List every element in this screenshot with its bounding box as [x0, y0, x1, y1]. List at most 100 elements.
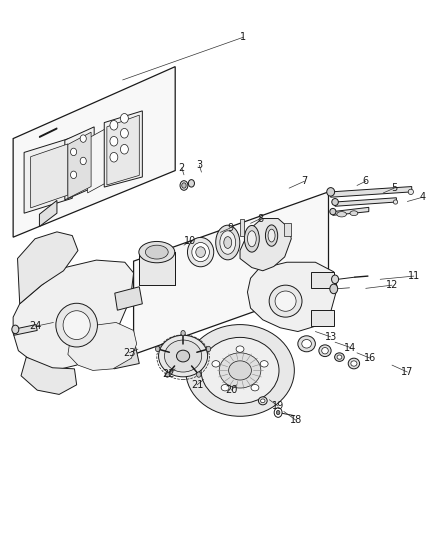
Ellipse shape [220, 231, 236, 254]
Ellipse shape [348, 358, 360, 369]
Text: 24: 24 [30, 321, 42, 331]
Circle shape [110, 120, 118, 130]
Polygon shape [331, 187, 412, 197]
Ellipse shape [269, 285, 302, 317]
Circle shape [80, 135, 86, 142]
Text: 12: 12 [386, 280, 398, 290]
Text: 3: 3 [196, 160, 202, 170]
Circle shape [182, 183, 186, 188]
Ellipse shape [212, 361, 220, 367]
Circle shape [274, 408, 282, 417]
Ellipse shape [177, 350, 190, 362]
Text: 6: 6 [363, 176, 369, 186]
Circle shape [165, 372, 170, 377]
Ellipse shape [145, 245, 168, 259]
Polygon shape [134, 192, 328, 354]
Polygon shape [240, 219, 244, 236]
Circle shape [71, 171, 77, 179]
Ellipse shape [327, 188, 335, 196]
Circle shape [188, 180, 194, 187]
Polygon shape [18, 232, 78, 304]
Ellipse shape [216, 225, 240, 260]
Ellipse shape [229, 361, 251, 380]
Ellipse shape [236, 346, 244, 352]
Text: 21: 21 [191, 380, 203, 390]
Circle shape [155, 346, 160, 352]
Ellipse shape [196, 247, 205, 257]
Ellipse shape [408, 189, 413, 195]
Ellipse shape [393, 200, 398, 204]
Text: 13: 13 [325, 332, 337, 342]
Ellipse shape [164, 340, 201, 372]
Polygon shape [139, 252, 175, 285]
Polygon shape [112, 348, 139, 369]
Polygon shape [107, 115, 139, 185]
Polygon shape [31, 144, 68, 208]
Polygon shape [13, 67, 175, 237]
Ellipse shape [337, 212, 346, 217]
Text: 4: 4 [420, 192, 426, 202]
Ellipse shape [201, 337, 279, 403]
Circle shape [71, 148, 77, 156]
Ellipse shape [187, 237, 214, 266]
Circle shape [120, 128, 128, 138]
Polygon shape [284, 223, 291, 236]
Ellipse shape [268, 229, 275, 242]
Ellipse shape [275, 291, 296, 311]
Polygon shape [24, 138, 72, 213]
Polygon shape [39, 200, 57, 227]
Text: 9: 9 [227, 223, 233, 233]
Polygon shape [65, 127, 94, 200]
Polygon shape [21, 357, 77, 394]
Circle shape [110, 152, 118, 162]
Circle shape [80, 157, 86, 165]
Circle shape [120, 114, 128, 123]
Text: 2: 2 [179, 163, 185, 173]
Ellipse shape [139, 241, 175, 263]
Polygon shape [240, 219, 291, 271]
Ellipse shape [219, 353, 261, 388]
Circle shape [12, 325, 19, 334]
Circle shape [110, 136, 118, 146]
Polygon shape [88, 129, 105, 193]
Ellipse shape [258, 397, 267, 405]
Polygon shape [68, 132, 91, 198]
Ellipse shape [302, 340, 311, 348]
Ellipse shape [63, 311, 90, 340]
Circle shape [332, 275, 339, 284]
Polygon shape [13, 325, 37, 335]
Ellipse shape [56, 303, 97, 347]
Circle shape [181, 330, 185, 336]
Text: 17: 17 [401, 367, 413, 377]
Ellipse shape [221, 384, 229, 391]
Text: 10: 10 [184, 236, 197, 246]
Text: 18: 18 [290, 415, 302, 425]
Text: 23: 23 [123, 348, 135, 358]
Polygon shape [311, 272, 334, 288]
Ellipse shape [251, 384, 259, 391]
Ellipse shape [330, 208, 336, 215]
Polygon shape [311, 310, 334, 326]
Ellipse shape [337, 355, 342, 359]
Circle shape [197, 372, 201, 377]
Polygon shape [335, 198, 396, 206]
Circle shape [330, 284, 338, 294]
Text: 14: 14 [344, 343, 357, 352]
Ellipse shape [321, 348, 328, 354]
Text: 1: 1 [240, 33, 246, 42]
Text: 22: 22 [162, 369, 175, 379]
Ellipse shape [332, 199, 338, 205]
Polygon shape [39, 128, 57, 138]
Ellipse shape [244, 225, 259, 252]
Circle shape [180, 181, 188, 190]
Ellipse shape [265, 225, 278, 246]
Ellipse shape [224, 237, 232, 248]
Ellipse shape [319, 345, 331, 357]
Polygon shape [13, 260, 134, 370]
Polygon shape [68, 322, 137, 370]
Ellipse shape [298, 336, 315, 352]
Ellipse shape [261, 399, 265, 403]
Polygon shape [247, 262, 337, 332]
Ellipse shape [335, 353, 344, 361]
Text: 11: 11 [408, 271, 420, 281]
